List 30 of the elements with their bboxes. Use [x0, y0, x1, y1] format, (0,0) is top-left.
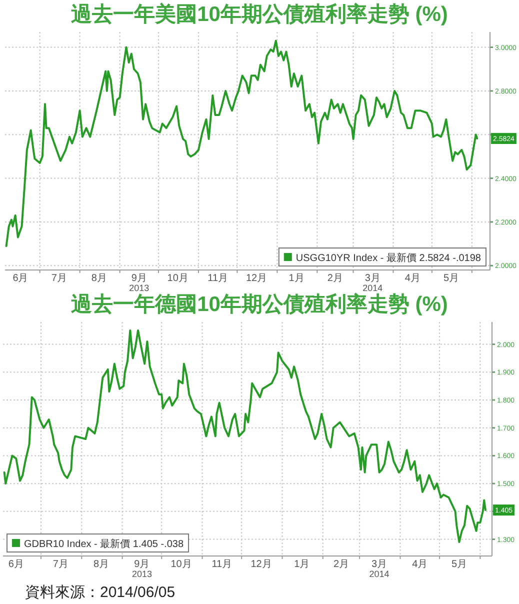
x-tick-label: 6月 — [8, 559, 24, 570]
x-tick-label: 2月 — [333, 559, 350, 570]
x-tick-label: 1月 — [288, 273, 304, 284]
x-tick-label: 10月 — [167, 273, 188, 284]
line-series — [5, 40, 478, 247]
chart-title: 過去一年德國10年期公債殖利率走勢 (%) — [71, 292, 448, 316]
x-tick-label: 7月 — [51, 273, 67, 284]
source-note: 資料來源：2014/06/05 — [25, 584, 176, 601]
x-tick-label: 1月 — [294, 559, 310, 570]
chart-title: 過去一年美國10年期公債殖利率走勢 (%) — [71, 2, 448, 26]
x-tick-label: 8月 — [91, 273, 107, 284]
x-tick-label: 5月 — [444, 273, 460, 284]
x-tick-label: 4月 — [404, 273, 420, 284]
legend-label: GDBR10 Index - 最新價 1.405 -.038 — [24, 538, 184, 550]
x-tick-label: 3月 2014 — [369, 559, 390, 579]
legend-label: USGG10YR Index - 最新價 2.5824 -.0198 — [296, 252, 482, 264]
x-tick-label: 9月 2013 — [129, 273, 150, 293]
x-tick-label: 12月 — [250, 559, 272, 570]
x-tick-label: 10月 — [170, 559, 192, 570]
x-tick-label: 4月 — [412, 559, 428, 570]
x-tick-label: 11月 — [208, 273, 228, 284]
x-tick-label: 2月 — [327, 273, 343, 284]
x-tick-label: 3月 2014 — [362, 273, 383, 293]
x-tick-label: 7月 — [52, 559, 68, 570]
x-tick-label: 12月 — [246, 273, 268, 284]
x-tick-label: 11月 — [212, 559, 232, 570]
x-tick-label: 6月 — [12, 273, 28, 284]
x-tick-label: 5月 — [451, 559, 468, 570]
x-tick-label: 8月 — [94, 559, 110, 570]
x-tick-label: 9月 2013 — [132, 559, 152, 579]
